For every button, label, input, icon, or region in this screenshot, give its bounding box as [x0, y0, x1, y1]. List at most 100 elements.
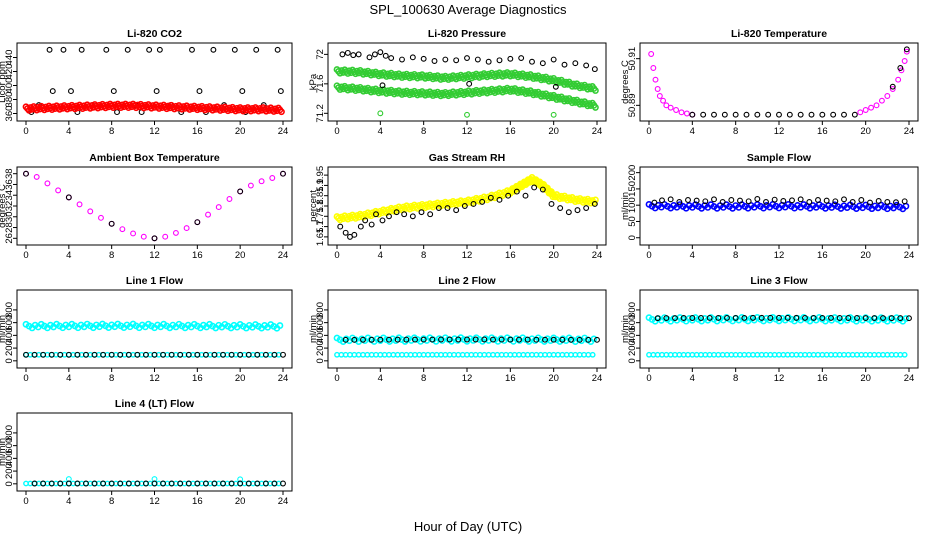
data-point [377, 336, 384, 343]
y-tick-label: 34 [4, 190, 15, 201]
panel-9: Line 3 Flow ml/min 0 4 8 12 16 20 24 0 20040060080… [620, 275, 919, 384]
data-point [151, 235, 158, 242]
x-tick-label: 24 [278, 250, 289, 261]
data-point [177, 351, 184, 358]
data-point [903, 46, 910, 53]
data-point [507, 55, 514, 62]
data-point [487, 194, 494, 201]
data-point [466, 80, 473, 87]
data-point [592, 196, 599, 204]
x-tick-label: 8 [421, 250, 426, 261]
data-point [786, 111, 793, 118]
x-tick-label: 12 [774, 373, 785, 384]
panel-title: Line 3 Flow [750, 275, 808, 287]
data-point [351, 336, 358, 343]
data-point [409, 213, 416, 220]
x-tick-label: 12 [149, 373, 160, 384]
data-point [732, 111, 739, 118]
data-point [453, 57, 460, 64]
data-point [550, 336, 557, 343]
data-point [185, 480, 192, 487]
data-point [763, 198, 769, 205]
x-tick-label: 12 [149, 250, 160, 261]
data-layer [23, 170, 286, 242]
data-point [771, 196, 778, 203]
data-point [590, 335, 598, 343]
data-point [672, 315, 678, 322]
y-tick-label: 600 [315, 315, 326, 331]
data-point [394, 336, 401, 343]
x-tick-label: 16 [817, 373, 828, 384]
data-point [351, 231, 358, 238]
data-point [162, 233, 169, 240]
data-point [360, 336, 366, 343]
data-point [108, 351, 115, 358]
data-point [901, 198, 908, 205]
y-tick-label: 50 [627, 216, 638, 227]
panel-title: Line 2 Flow [438, 275, 496, 287]
data-point [522, 192, 529, 199]
x-tick-label: 20 [235, 373, 246, 384]
data-point [673, 107, 680, 113]
data-point [125, 351, 132, 358]
data-point [271, 351, 278, 358]
data-point [683, 110, 690, 117]
y-tick-label: 400 [4, 78, 15, 94]
y-tick-label: 50.89 [627, 93, 638, 117]
data-point [531, 184, 538, 191]
data-point [194, 219, 201, 226]
data-point [678, 109, 685, 116]
y-tick-label: 440 [4, 50, 15, 66]
data-point [134, 351, 141, 358]
data-point [211, 351, 218, 358]
data-point [557, 205, 564, 212]
x-tick-label: 20 [235, 126, 246, 137]
data-point [906, 315, 912, 322]
data-point [693, 197, 700, 204]
y-axis-label: ml/min [0, 438, 8, 466]
data-point [550, 111, 557, 118]
x-tick-label: 8 [733, 250, 738, 261]
data-point [542, 336, 548, 343]
data-point [429, 336, 436, 343]
data-point [897, 315, 904, 322]
data-point [719, 198, 726, 205]
data-point [539, 186, 546, 193]
data-point [262, 351, 269, 358]
x-tick-label: 8 [109, 373, 114, 384]
data-point [836, 315, 843, 321]
x-tick-label: 12 [462, 250, 473, 261]
data-point [55, 187, 62, 194]
data-point [444, 205, 451, 212]
x-tick-label: 12 [462, 126, 473, 137]
data-point [146, 46, 153, 53]
data-point [585, 336, 592, 343]
data-point [373, 211, 379, 218]
data-point [485, 58, 492, 65]
data-point [893, 199, 899, 206]
y-tick-label: 0 [627, 358, 638, 363]
x-tick-label: 12 [149, 496, 160, 507]
data-point [130, 230, 137, 237]
data-point [830, 111, 837, 118]
data-point [576, 336, 583, 343]
y-axis-label: ml/min [620, 192, 631, 220]
y-tick-label: 800 [4, 425, 15, 441]
data-layer [22, 320, 286, 358]
data-point [362, 217, 369, 224]
y-tick-label: 400 [4, 450, 15, 466]
y-tick-label: 0 [627, 235, 638, 240]
data-point [76, 201, 83, 208]
y-tick-label: 1.95 [315, 166, 326, 185]
y-tick-label: 800 [4, 302, 15, 318]
data-point [583, 62, 590, 69]
y-axis-label: ml/min [0, 315, 8, 343]
x-tick-label: 0 [646, 373, 651, 384]
panel-10: Line 4 (LT) Flow ml/min 0 4 8 12 16 20 24 0 200400… [0, 398, 293, 507]
data-point [659, 197, 665, 204]
data-point [125, 480, 132, 487]
x-tick-label: 16 [192, 250, 203, 261]
data-point [888, 315, 895, 322]
data-point [851, 111, 858, 118]
data-point [663, 315, 670, 322]
